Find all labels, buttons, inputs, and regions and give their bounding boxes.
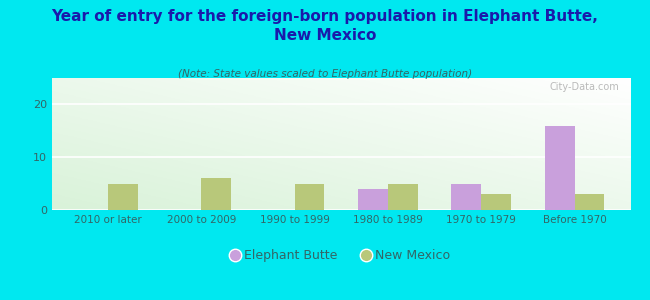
Bar <box>481 194 511 210</box>
Bar <box>294 184 324 210</box>
Text: (Note: State values scaled to Elephant Butte population): (Note: State values scaled to Elephant B… <box>178 69 472 79</box>
Bar <box>108 184 138 210</box>
Text: Year of entry for the foreign-born population in Elephant Butte,
New Mexico: Year of entry for the foreign-born popul… <box>51 9 599 43</box>
Bar <box>451 184 481 210</box>
Bar <box>388 184 418 210</box>
Legend: Elephant Butte, New Mexico: Elephant Butte, New Mexico <box>227 244 456 267</box>
Bar <box>202 178 231 210</box>
Text: City-Data.com: City-Data.com <box>549 82 619 92</box>
Bar <box>545 125 575 210</box>
Bar <box>358 189 388 210</box>
Bar <box>575 194 604 210</box>
